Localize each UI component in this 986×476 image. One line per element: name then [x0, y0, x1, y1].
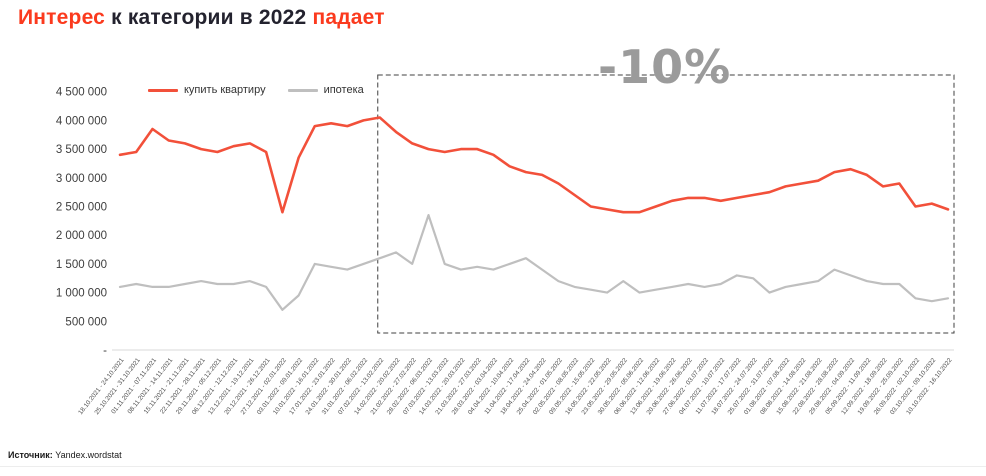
- series-line-ipoteka: [118, 214, 950, 311]
- legend-label-ipoteka: ипотека: [323, 84, 364, 96]
- y-tick-label: 3 500 000: [56, 144, 107, 156]
- y-tick-label: 1 000 000: [56, 288, 107, 300]
- source-note: Источник: Yandex.wordstat: [8, 450, 122, 460]
- y-tick-label: 4 000 000: [56, 115, 107, 127]
- y-tick-label: 2 500 000: [56, 202, 107, 214]
- title-dark-text: к категории в 2022: [105, 6, 313, 29]
- y-tick-label: 4 500 000: [56, 87, 107, 99]
- title-accent-word-1: Интерес: [18, 6, 106, 29]
- highlight-region-box: [377, 74, 955, 334]
- y-tick-label: 1 500 000: [56, 259, 107, 271]
- legend-item-kupit-kvartiru: купить квартиру: [148, 84, 266, 96]
- source-prefix: Источник:: [8, 450, 53, 460]
- legend-label-kupit-kvartiru: купить квартиру: [184, 84, 266, 96]
- legend-line-sample-main: [148, 88, 178, 92]
- y-tick-label: 3 000 000: [56, 173, 107, 185]
- title-accent-word-2: падает: [312, 6, 385, 29]
- annotation-minus-10-percent: -10%: [598, 40, 732, 94]
- series-line-kupit-kvartiru: [118, 116, 950, 214]
- y-tick-label: 2 000 000: [56, 230, 107, 242]
- legend-line-sample-secondary: [287, 88, 318, 92]
- legend-item-ipoteka: ипотека: [287, 84, 364, 96]
- chart-legend: купить квартиру ипотека: [148, 84, 364, 96]
- source-text: Yandex.wordstat: [52, 450, 122, 460]
- page-title: Интерес к категории в 2022 падает: [18, 6, 385, 30]
- y-tick-label: 500 000: [65, 316, 107, 328]
- slide-bottom-edge: [0, 466, 986, 467]
- y-tick-label: -: [103, 345, 107, 357]
